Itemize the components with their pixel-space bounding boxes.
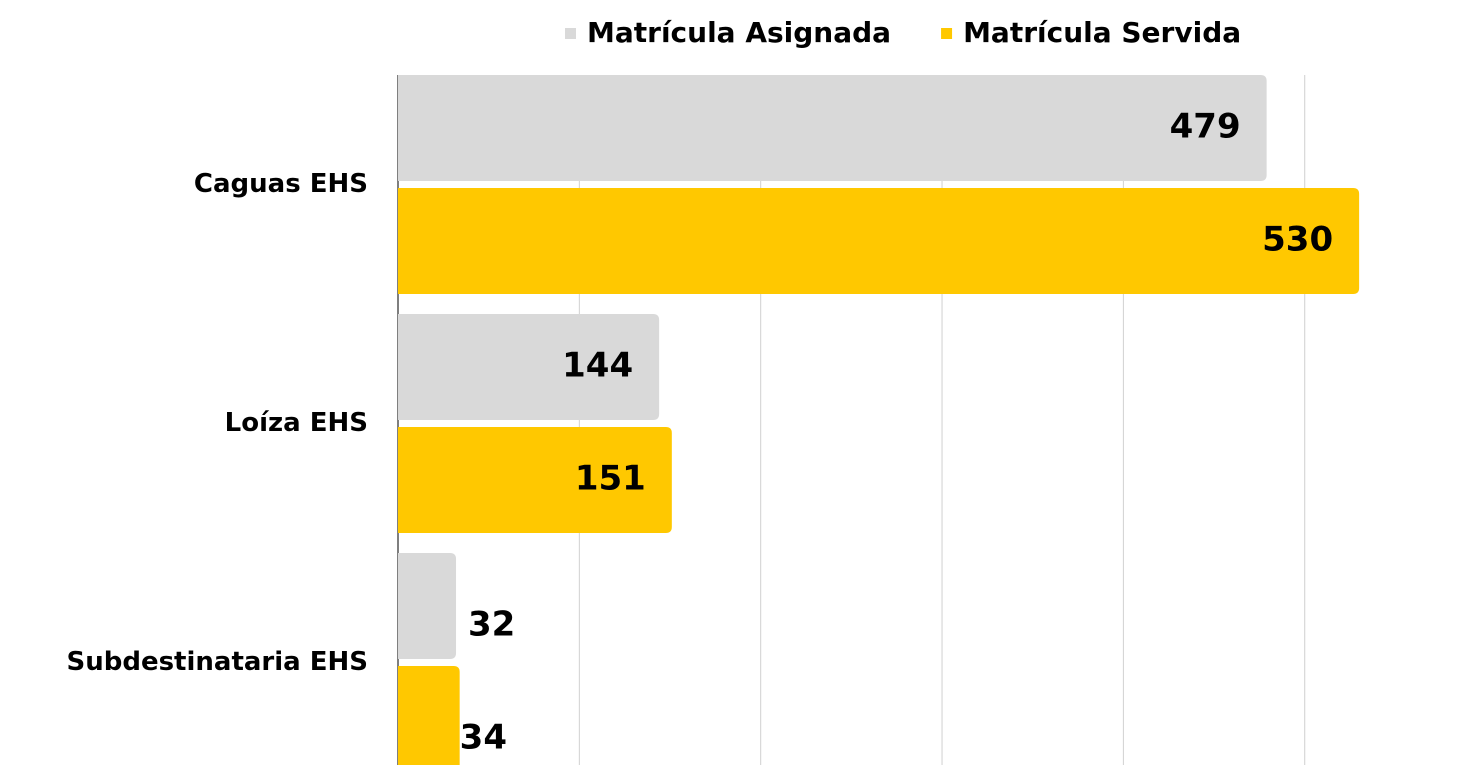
bar xyxy=(398,666,460,769)
bar xyxy=(398,553,457,659)
bar xyxy=(398,314,660,420)
y-tick-label: Loíza EHS xyxy=(225,408,368,438)
data-label: 144 xyxy=(562,346,633,386)
legend-swatch xyxy=(565,28,576,39)
data-label: 32 xyxy=(468,605,515,645)
legend-swatch xyxy=(941,28,953,39)
legend-label: Matrícula Asignada xyxy=(587,16,891,49)
y-tick-label: Subdestinataria EHS xyxy=(66,647,368,677)
y-tick-label: Caguas EHS xyxy=(194,169,368,199)
legend-label: Matrícula Servida xyxy=(963,16,1241,49)
data-label: 151 xyxy=(575,459,646,499)
data-label: 530 xyxy=(1262,220,1333,260)
data-label: 479 xyxy=(1170,107,1241,147)
bar xyxy=(398,427,672,533)
bar xyxy=(398,188,1360,294)
data-label: 34 xyxy=(460,718,507,758)
bar xyxy=(398,75,1267,181)
